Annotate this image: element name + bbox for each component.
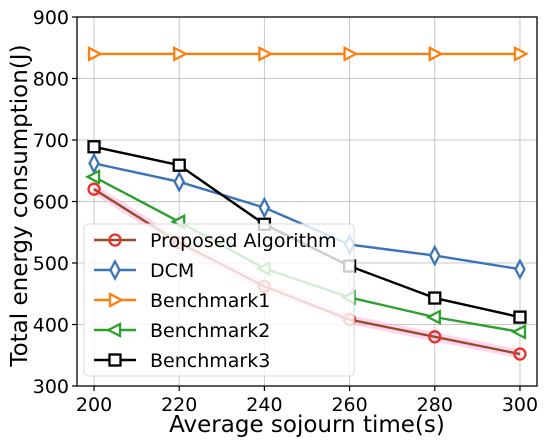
legend-label: Proposed Algorithm [150,230,337,252]
y-tick-label: 800 [33,69,69,91]
legend-marker [108,353,122,367]
x-tick-label: 300 [502,394,538,416]
legend: Proposed Algorithm DCM Benchmark1 Benchmark… [83,223,355,377]
x-tick-label: 220 [161,394,197,416]
data-point [343,46,359,62]
data-point [87,46,104,62]
x-tick-label: 260 [331,394,367,416]
x-axis-label: Average sojourn time(s) [169,412,445,438]
legend-item-benchmark2: Benchmark2 [94,320,270,342]
series-benchmark1 [87,46,529,62]
data-point [173,170,186,193]
data-point [425,309,441,326]
legend-label: Benchmark1 [150,290,270,312]
legend-item-dcm: DCM [94,259,194,282]
data-point [258,46,274,62]
data-point [428,330,442,344]
legend-marker [108,292,124,308]
data-point [172,158,186,172]
legend-item-benchmark1: Benchmark1 [94,290,270,312]
data-point [513,310,527,324]
data-point [88,152,100,175]
y-axis-label: Total energy consumption(J) [7,44,33,367]
y-tick-label: 700 [33,130,69,152]
y-tick-label: 400 [33,315,69,337]
data-point [87,140,101,154]
data-point [428,46,444,62]
data-point [87,182,101,196]
y-tick-label: 600 [33,192,69,214]
legend-label: DCM [150,260,194,282]
legend-item-benchmark3: Benchmark3 [94,350,270,372]
data-point [514,258,526,281]
x-tick-label: 240 [246,394,282,416]
data-point [510,323,527,340]
legend-label: Benchmark2 [150,320,270,342]
data-point [428,244,441,267]
y-tick-label: 300 [33,376,69,398]
data-point [173,46,189,62]
data-point [428,291,442,305]
tick-layer: 200 220 240 260 280 300 300 400 500 600 700 800 900 [33,7,538,416]
legend-box [83,223,355,377]
x-tick-label: 200 [76,394,112,416]
y-tick-label: 500 [33,253,69,275]
y-tick-label: 900 [33,7,69,29]
data-point [85,169,101,185]
data-point [258,196,271,219]
data-point [513,46,529,62]
data-point [513,347,527,361]
legend-item-proposed-algorithm: Proposed Algorithm [94,230,337,252]
legend-marker [106,322,122,338]
legend-label: Benchmark3 [150,350,270,372]
x-tick-label: 280 [417,394,453,416]
legend-marker [108,233,122,247]
legend-marker [109,259,121,281]
